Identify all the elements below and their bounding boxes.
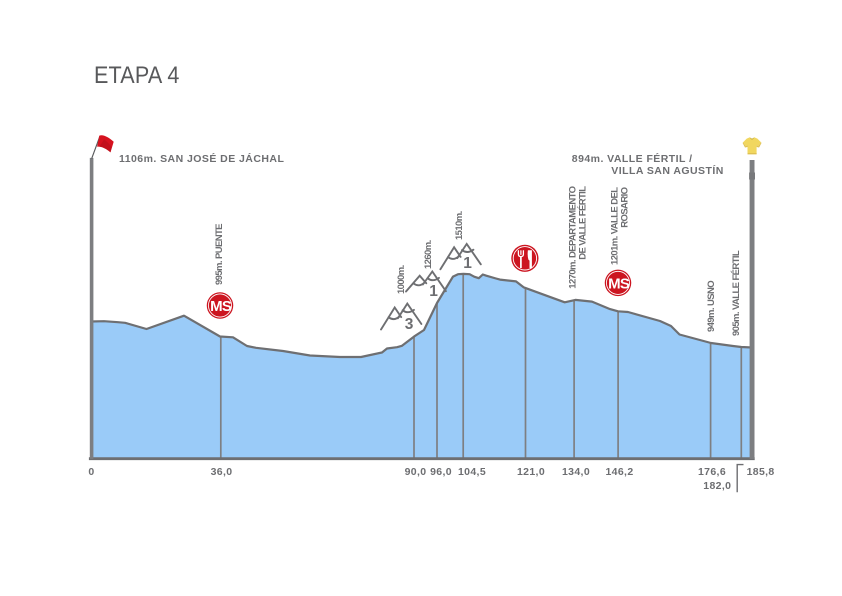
svg-text:MS: MS [210,298,232,315]
svg-text:1: 1 [463,255,472,272]
svg-text:3: 3 [405,316,414,333]
svg-text:1: 1 [429,283,438,300]
svg-text:MS: MS [608,275,630,292]
